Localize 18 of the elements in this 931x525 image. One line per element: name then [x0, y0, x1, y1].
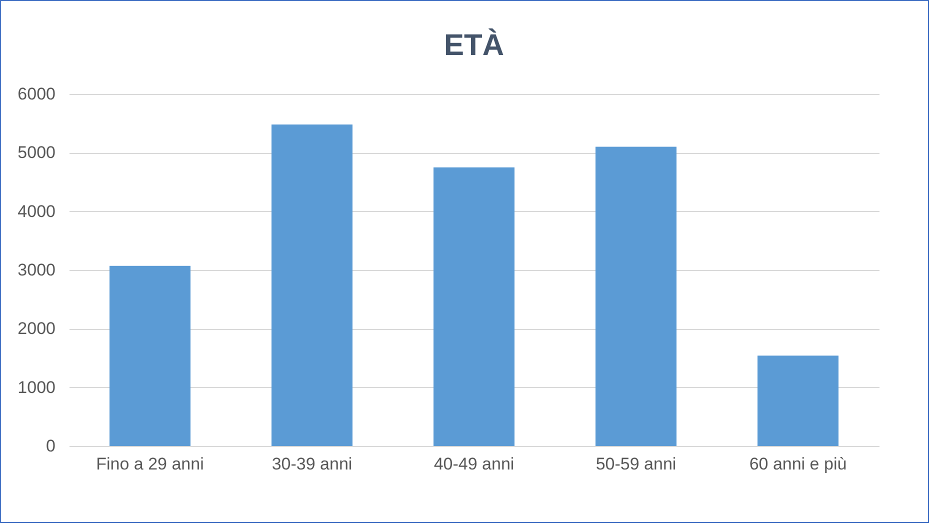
x-tick-label: 30-39 anni: [272, 454, 352, 474]
y-tick-label: 4000: [18, 202, 56, 221]
y-tick-label: 6000: [18, 84, 56, 104]
chart-title: ETÀ: [444, 28, 504, 62]
y-tick-label: 0: [46, 436, 56, 456]
y-tick-label: 1000: [18, 378, 56, 397]
bar: [758, 356, 838, 446]
x-tick-label: Fino a 29 anni: [96, 454, 204, 474]
bar: [272, 124, 352, 446]
bar: [596, 146, 676, 446]
x-tick-label: 40-49 anni: [434, 454, 514, 474]
bar: [434, 167, 514, 446]
bar: [110, 266, 190, 446]
x-tick-label: 60 anni e più: [749, 454, 847, 474]
y-tick-label: 3000: [18, 260, 56, 280]
y-tick-label: 2000: [18, 319, 56, 338]
y-tick-label: 5000: [18, 143, 56, 162]
x-tick-label: 50-59 anni: [596, 454, 676, 474]
